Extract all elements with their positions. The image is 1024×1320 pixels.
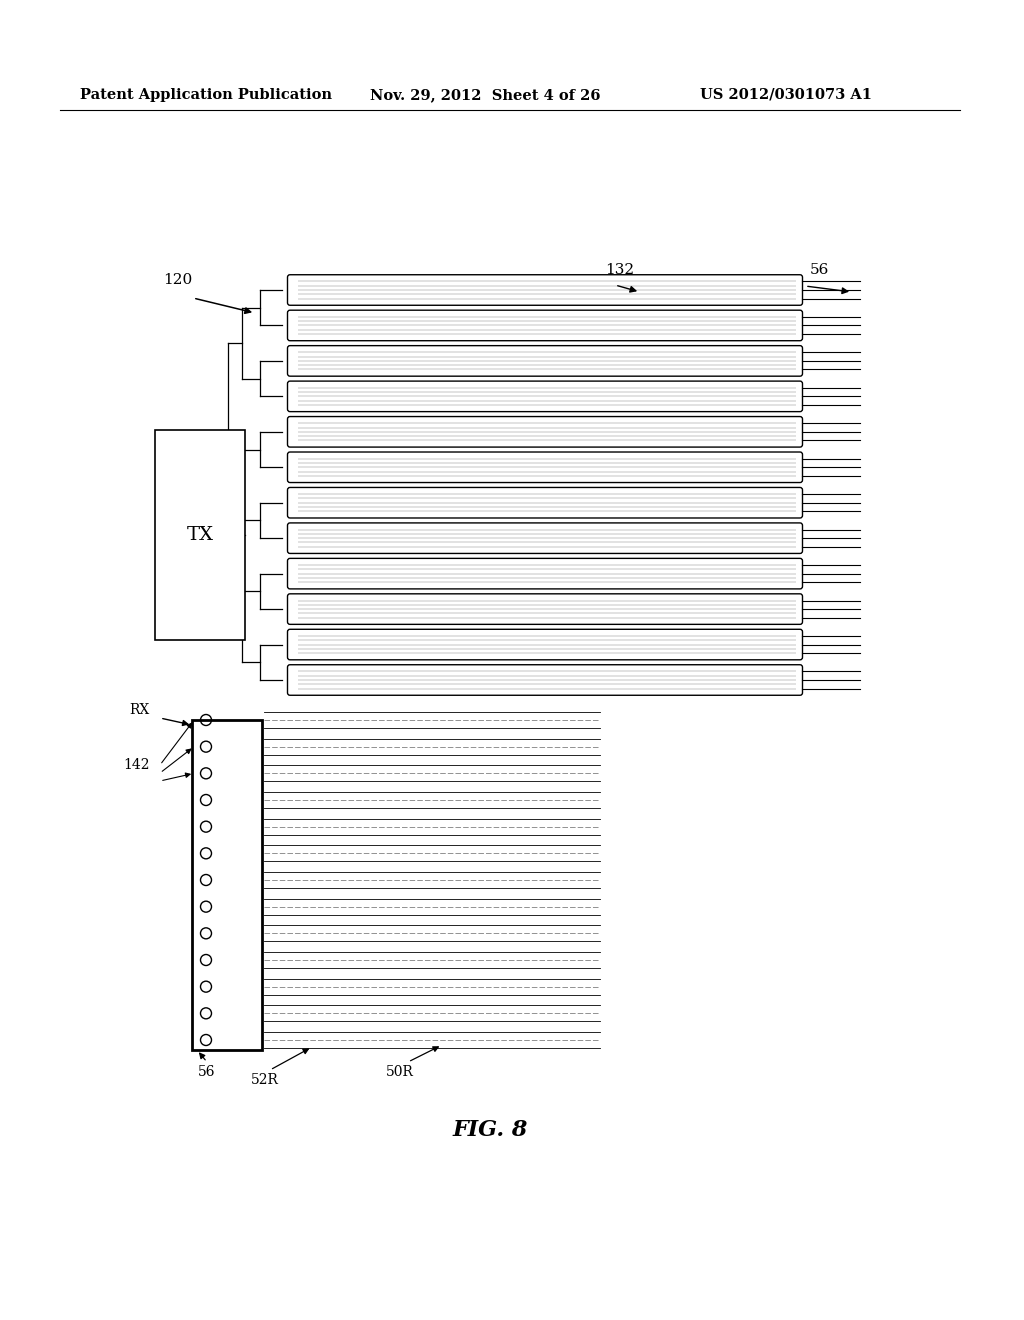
Text: 52R: 52R: [251, 1073, 279, 1086]
Text: RX: RX: [130, 704, 150, 717]
Text: 142: 142: [124, 758, 150, 772]
FancyBboxPatch shape: [288, 451, 803, 483]
Text: 120: 120: [163, 273, 193, 286]
Text: 56: 56: [810, 263, 829, 277]
FancyBboxPatch shape: [288, 487, 803, 517]
FancyBboxPatch shape: [288, 310, 803, 341]
Text: FIG. 8: FIG. 8: [453, 1119, 527, 1140]
FancyBboxPatch shape: [288, 665, 803, 696]
FancyBboxPatch shape: [288, 523, 803, 553]
FancyBboxPatch shape: [288, 381, 803, 412]
Text: Patent Application Publication: Patent Application Publication: [80, 88, 332, 102]
Bar: [155, 430, 245, 640]
Text: Nov. 29, 2012  Sheet 4 of 26: Nov. 29, 2012 Sheet 4 of 26: [370, 88, 600, 102]
Text: TX: TX: [186, 525, 213, 544]
Text: 56: 56: [199, 1065, 216, 1078]
FancyBboxPatch shape: [288, 558, 803, 589]
FancyBboxPatch shape: [288, 346, 803, 376]
FancyBboxPatch shape: [288, 275, 803, 305]
FancyBboxPatch shape: [288, 630, 803, 660]
FancyBboxPatch shape: [288, 417, 803, 447]
Text: 132: 132: [605, 263, 634, 277]
FancyBboxPatch shape: [288, 594, 803, 624]
Bar: [193, 719, 262, 1049]
Text: 50R: 50R: [386, 1065, 414, 1078]
Text: US 2012/0301073 A1: US 2012/0301073 A1: [700, 88, 872, 102]
